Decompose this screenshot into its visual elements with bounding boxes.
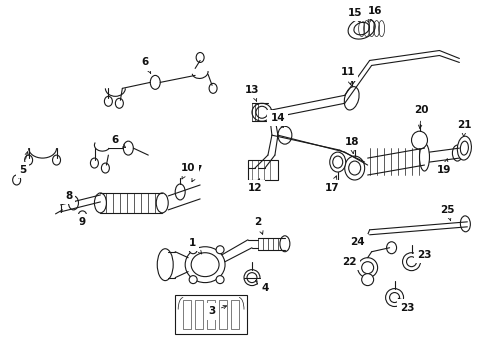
Ellipse shape xyxy=(419,143,428,171)
Text: 16: 16 xyxy=(366,6,381,22)
Ellipse shape xyxy=(150,75,160,89)
Ellipse shape xyxy=(347,18,374,39)
Text: 14: 14 xyxy=(270,113,285,127)
Bar xyxy=(175,294,246,334)
Bar xyxy=(195,300,203,329)
Ellipse shape xyxy=(344,156,364,180)
Ellipse shape xyxy=(451,145,462,161)
Ellipse shape xyxy=(411,131,427,149)
Ellipse shape xyxy=(94,193,106,213)
Text: 8: 8 xyxy=(65,191,75,202)
Ellipse shape xyxy=(90,158,98,168)
Ellipse shape xyxy=(191,253,219,276)
Ellipse shape xyxy=(189,246,197,254)
Text: 21: 21 xyxy=(456,120,470,136)
Ellipse shape xyxy=(385,289,403,306)
Text: 12: 12 xyxy=(247,179,262,193)
Ellipse shape xyxy=(185,247,224,283)
Bar xyxy=(183,300,191,329)
Text: 1: 1 xyxy=(188,238,201,254)
Ellipse shape xyxy=(279,236,289,252)
Bar xyxy=(219,300,226,329)
Text: 3: 3 xyxy=(208,306,226,316)
Ellipse shape xyxy=(361,262,373,274)
Text: 2: 2 xyxy=(254,217,263,234)
Text: 20: 20 xyxy=(413,105,428,129)
Bar xyxy=(247,160,277,180)
Bar xyxy=(230,300,239,329)
Ellipse shape xyxy=(52,155,61,165)
Ellipse shape xyxy=(68,196,78,210)
Text: 6: 6 xyxy=(142,58,150,73)
Ellipse shape xyxy=(459,216,469,232)
Ellipse shape xyxy=(277,126,291,144)
Ellipse shape xyxy=(209,84,217,93)
Ellipse shape xyxy=(78,211,86,219)
Ellipse shape xyxy=(216,246,224,254)
Ellipse shape xyxy=(123,141,133,155)
Text: 10: 10 xyxy=(181,163,195,179)
Text: 15: 15 xyxy=(347,8,361,22)
Text: 22: 22 xyxy=(342,257,356,267)
Text: 24: 24 xyxy=(349,237,364,247)
Ellipse shape xyxy=(406,257,416,267)
Text: 17: 17 xyxy=(324,176,338,193)
Text: 25: 25 xyxy=(439,205,454,221)
Ellipse shape xyxy=(329,152,345,172)
Ellipse shape xyxy=(196,53,203,62)
Ellipse shape xyxy=(246,273,256,283)
Text: 23: 23 xyxy=(397,298,414,312)
Text: 18: 18 xyxy=(344,137,358,153)
Text: 7: 7 xyxy=(191,165,202,182)
Ellipse shape xyxy=(348,161,360,175)
Text: 19: 19 xyxy=(436,159,451,175)
Ellipse shape xyxy=(389,293,399,302)
Ellipse shape xyxy=(353,22,368,35)
Ellipse shape xyxy=(459,141,468,155)
Text: 6: 6 xyxy=(112,135,125,148)
Ellipse shape xyxy=(104,96,112,106)
Ellipse shape xyxy=(157,249,173,280)
Ellipse shape xyxy=(255,106,267,118)
Ellipse shape xyxy=(251,103,271,121)
Ellipse shape xyxy=(456,136,470,160)
Text: 9: 9 xyxy=(79,217,86,227)
Ellipse shape xyxy=(386,242,396,254)
Text: 23: 23 xyxy=(416,250,431,260)
Ellipse shape xyxy=(361,274,373,285)
Ellipse shape xyxy=(344,87,358,110)
Bar xyxy=(207,300,215,329)
Ellipse shape xyxy=(402,253,420,271)
Text: 5: 5 xyxy=(19,152,28,175)
Ellipse shape xyxy=(244,270,260,285)
Ellipse shape xyxy=(189,276,197,284)
Ellipse shape xyxy=(24,155,33,165)
Ellipse shape xyxy=(357,258,377,278)
Text: 13: 13 xyxy=(244,85,259,101)
Text: 11: 11 xyxy=(340,67,354,85)
Ellipse shape xyxy=(13,175,20,185)
Ellipse shape xyxy=(156,193,168,213)
Ellipse shape xyxy=(101,163,109,173)
Ellipse shape xyxy=(115,98,123,108)
Ellipse shape xyxy=(332,156,342,168)
Text: 4: 4 xyxy=(255,281,268,293)
Ellipse shape xyxy=(175,184,185,200)
Ellipse shape xyxy=(216,276,224,284)
